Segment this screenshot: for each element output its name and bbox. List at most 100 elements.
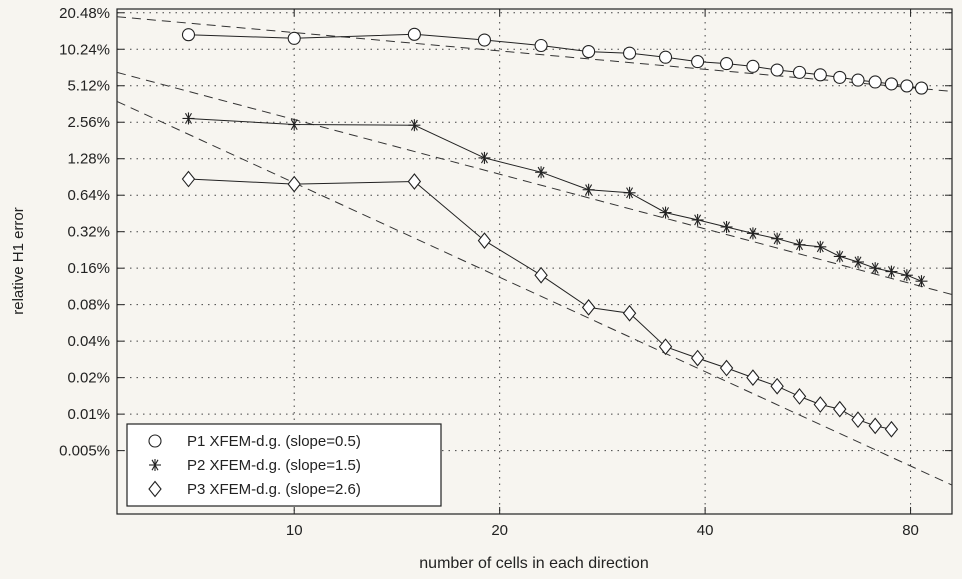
plot-frame bbox=[116, 8, 953, 515]
data-point bbox=[535, 166, 548, 179]
y-tick-label: 5.12% bbox=[67, 78, 110, 95]
x-tick-label: 80 bbox=[902, 522, 919, 539]
legend-label: P2 XFEM-d.g. (slope=1.5) bbox=[187, 457, 361, 474]
data-point bbox=[407, 27, 421, 41]
y-tick-label: 1.28% bbox=[67, 151, 110, 168]
data-point bbox=[746, 59, 760, 73]
data-point bbox=[582, 183, 595, 196]
reference-slope-line bbox=[116, 100, 953, 486]
data-point bbox=[623, 186, 636, 199]
y-tick-label: 0.16% bbox=[67, 260, 110, 277]
legend-label: P1 XFEM-d.g. (slope=0.5) bbox=[187, 433, 361, 450]
data-point bbox=[720, 220, 733, 233]
data-point bbox=[770, 377, 784, 395]
data-point bbox=[900, 79, 914, 93]
y-tick-label: 0.32% bbox=[67, 224, 110, 241]
y-axis-label: relative H1 error bbox=[10, 207, 27, 315]
series-line bbox=[188, 178, 892, 430]
data-point bbox=[658, 338, 673, 356]
reference-slope-line bbox=[116, 71, 953, 296]
data-point bbox=[622, 304, 637, 322]
data-point bbox=[900, 269, 913, 282]
x-axis-label: number of cells in each direction bbox=[419, 555, 648, 572]
grid-lines bbox=[117, 9, 952, 514]
series-line bbox=[188, 118, 922, 282]
data-point bbox=[407, 173, 422, 190]
data-point bbox=[534, 266, 548, 284]
data-point bbox=[408, 119, 421, 132]
data-point bbox=[287, 31, 301, 45]
data-point bbox=[182, 112, 195, 125]
data-point bbox=[833, 70, 847, 84]
data-point bbox=[793, 238, 806, 251]
x-tick-label: 40 bbox=[697, 522, 714, 539]
y-tick-label: 0.005% bbox=[59, 443, 110, 460]
data-point bbox=[181, 28, 196, 42]
data-point bbox=[884, 420, 899, 438]
data-series bbox=[181, 27, 929, 438]
reference-lines bbox=[116, 16, 953, 486]
data-point bbox=[288, 118, 301, 131]
reference-slope-line bbox=[116, 16, 953, 92]
legend: P1 XFEM-d.g. (slope=0.5) P2 XFEM-d.g. (sl… bbox=[126, 423, 442, 507]
data-point bbox=[771, 232, 784, 245]
data-point bbox=[691, 55, 705, 69]
data-point bbox=[746, 369, 760, 387]
data-point bbox=[792, 65, 807, 79]
data-point bbox=[884, 77, 898, 91]
series-3 bbox=[181, 170, 899, 438]
series-2 bbox=[182, 112, 928, 288]
x-tick-label: 10 bbox=[286, 522, 303, 539]
y-tick-label: 10.24% bbox=[59, 41, 110, 58]
y-tick-label: 0.02% bbox=[67, 370, 110, 387]
data-point bbox=[915, 275, 928, 288]
y-tick-label: 0.04% bbox=[67, 333, 110, 350]
data-point bbox=[623, 46, 637, 60]
data-point bbox=[792, 388, 807, 405]
data-point bbox=[581, 298, 596, 316]
data-point bbox=[478, 151, 491, 164]
legend-label: P3 XFEM-d.g. (slope=2.6) bbox=[187, 481, 361, 498]
data-point bbox=[833, 400, 847, 418]
data-point bbox=[885, 265, 898, 278]
y-tick-label: 20.48% bbox=[59, 5, 110, 22]
y-tick-label: 0.64% bbox=[67, 187, 110, 204]
data-point bbox=[814, 240, 827, 253]
legend-marker-asterisk bbox=[149, 459, 161, 471]
data-point bbox=[813, 68, 827, 82]
x-axis-ticks: 10 20 40 80 bbox=[286, 9, 919, 539]
data-point bbox=[833, 250, 846, 263]
y-tick-label: 2.56% bbox=[67, 114, 110, 131]
data-point bbox=[770, 63, 784, 77]
y-axis-ticks: 20.48% 10.24% 5.12% 2.56% 1.28% 0.64% 0.32% 0.1… bbox=[59, 5, 952, 460]
data-point bbox=[477, 33, 492, 47]
y-tick-label: 0.01% bbox=[67, 406, 110, 423]
data-point bbox=[868, 75, 882, 89]
data-point bbox=[582, 45, 596, 59]
data-point bbox=[851, 411, 865, 429]
data-point bbox=[690, 349, 705, 367]
y-tick-label: 0.08% bbox=[67, 297, 110, 314]
data-point bbox=[868, 417, 882, 435]
data-point bbox=[658, 50, 673, 64]
data-point bbox=[181, 170, 196, 188]
data-point bbox=[851, 73, 865, 87]
data-point bbox=[477, 232, 492, 250]
legend-marker-circle bbox=[148, 434, 162, 448]
data-point bbox=[852, 255, 865, 268]
data-point bbox=[914, 81, 929, 95]
data-point bbox=[719, 359, 734, 377]
data-point bbox=[691, 213, 704, 226]
data-point bbox=[869, 262, 882, 275]
series-1 bbox=[181, 27, 929, 95]
data-point bbox=[287, 175, 301, 193]
data-point bbox=[746, 227, 759, 240]
data-point bbox=[813, 396, 828, 413]
legend-box bbox=[126, 423, 442, 507]
data-point bbox=[720, 57, 734, 71]
data-point bbox=[534, 38, 548, 53]
data-point bbox=[659, 206, 672, 219]
legend-marker-diamond bbox=[148, 480, 162, 498]
x-tick-label: 20 bbox=[491, 522, 508, 539]
